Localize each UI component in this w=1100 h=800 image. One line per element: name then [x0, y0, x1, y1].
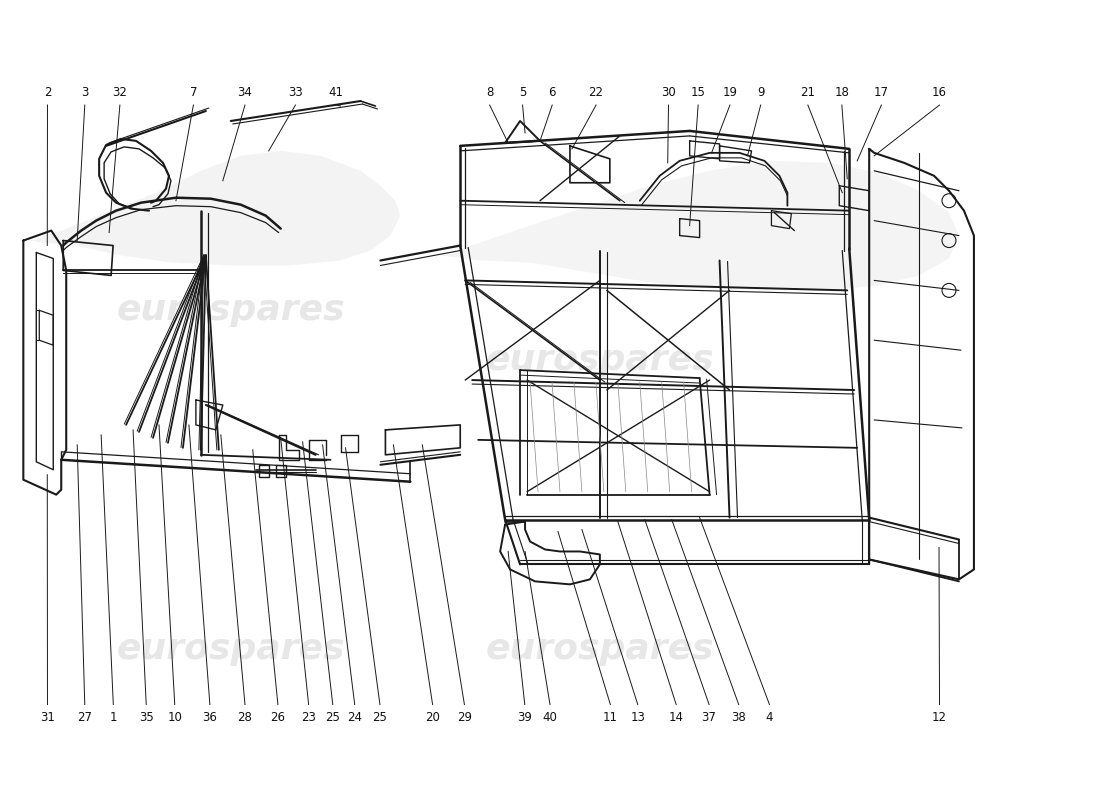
Text: eurospares: eurospares: [485, 632, 714, 666]
Text: 19: 19: [723, 86, 737, 99]
Text: 10: 10: [167, 710, 183, 723]
Text: 1: 1: [110, 710, 117, 723]
Text: 30: 30: [661, 86, 675, 99]
Text: 33: 33: [288, 86, 302, 99]
Text: 13: 13: [630, 710, 646, 723]
Text: eurospares: eurospares: [117, 294, 345, 327]
Text: 7: 7: [189, 86, 197, 99]
Text: 34: 34: [238, 86, 252, 99]
Text: 39: 39: [517, 710, 532, 723]
Text: 6: 6: [549, 86, 556, 99]
Text: 25: 25: [373, 710, 387, 723]
Text: 3: 3: [81, 86, 88, 99]
Text: 22: 22: [588, 86, 604, 99]
Text: 15: 15: [691, 86, 705, 99]
Text: 16: 16: [932, 86, 947, 99]
Text: 32: 32: [112, 86, 128, 99]
Text: 29: 29: [456, 710, 472, 723]
Text: 38: 38: [732, 710, 746, 723]
Text: 17: 17: [873, 86, 889, 99]
Text: eurospares: eurospares: [485, 343, 714, 377]
Text: 11: 11: [603, 710, 618, 723]
Text: 5: 5: [519, 86, 526, 99]
Text: 41: 41: [329, 86, 343, 99]
Text: 40: 40: [542, 710, 558, 723]
Text: 12: 12: [932, 710, 947, 723]
Text: 8: 8: [486, 86, 493, 99]
Text: 28: 28: [238, 710, 252, 723]
Text: 25: 25: [326, 710, 340, 723]
Text: 4: 4: [766, 710, 773, 723]
Text: 24: 24: [348, 710, 362, 723]
Text: 26: 26: [271, 710, 285, 723]
Text: 31: 31: [40, 710, 55, 723]
Text: 23: 23: [301, 710, 316, 723]
Text: 35: 35: [139, 710, 154, 723]
Text: 36: 36: [202, 710, 218, 723]
Text: 9: 9: [757, 86, 764, 99]
Text: eurospares: eurospares: [117, 632, 345, 666]
Text: 2: 2: [44, 86, 52, 99]
Polygon shape: [440, 161, 959, 290]
Text: 14: 14: [669, 710, 684, 723]
Polygon shape: [31, 151, 400, 266]
Text: 21: 21: [801, 86, 815, 99]
Text: 18: 18: [835, 86, 849, 99]
Text: 27: 27: [77, 710, 92, 723]
Text: 20: 20: [426, 710, 440, 723]
Text: 37: 37: [702, 710, 716, 723]
